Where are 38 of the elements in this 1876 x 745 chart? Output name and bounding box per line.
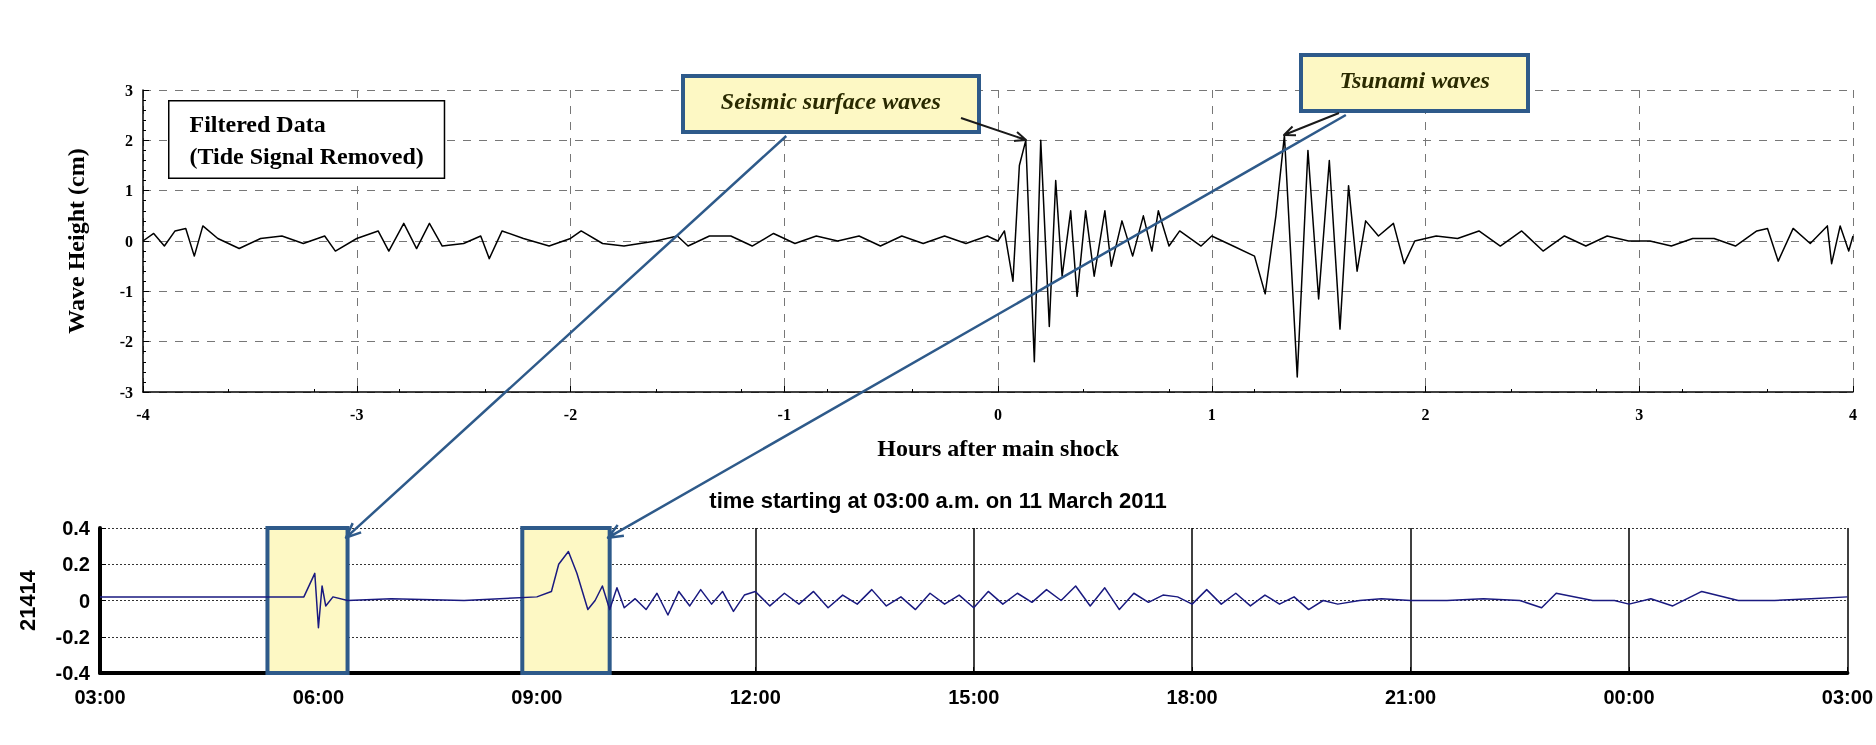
x-tick-label: 4 — [1849, 405, 1857, 423]
annotation: Tsunami waves — [1339, 67, 1490, 95]
annotation: Seismic surface waves — [720, 88, 941, 116]
x-tick-label: 12:00 — [729, 686, 781, 708]
y-tick-label: -2 — [119, 333, 133, 351]
x-tick-label: 1 — [1207, 405, 1216, 423]
y-tick-label: 2 — [125, 131, 133, 149]
y-tick-label: 0.4 — [62, 517, 91, 539]
x-tick-label: 3 — [1635, 405, 1644, 423]
y-tick-label: -1 — [119, 282, 133, 300]
y-tick-label: -0.4 — [55, 662, 91, 684]
line-series — [99, 550, 1849, 629]
x-tick-label: -2 — [563, 405, 578, 423]
x-tick-label: 06:00 — [292, 686, 345, 708]
x-tick-label: 21:00 — [1384, 686, 1437, 708]
x-tick-label: 2 — [1421, 405, 1430, 423]
y-tick-label: 1 — [125, 182, 133, 200]
y-tick-label: 0 — [78, 589, 90, 612]
chart-title: time starting at 03:00 a.m. on 11 March 2011 — [709, 487, 1167, 513]
x-tick-label: 18:00 — [1166, 686, 1218, 708]
y-axis-title: 21414 — [14, 569, 40, 632]
y-tick-label: -3 — [119, 383, 133, 401]
y-tick-label: 3 — [125, 81, 133, 99]
x-tick-label: 0 — [994, 405, 1002, 423]
y-tick-label: 0.2 — [62, 553, 90, 576]
x-tick-label: 03:00 — [1821, 686, 1873, 708]
x-tick-label: -3 — [350, 405, 364, 423]
x-tick-label: 03:00 — [74, 686, 126, 708]
y-tick-label: 0 — [125, 232, 133, 250]
x-tick-label: 09:00 — [511, 686, 563, 708]
y-axis-title: Wave Height (cm) — [63, 148, 89, 334]
x-tick-label: 15:00 — [948, 686, 1000, 708]
annotation: Filtered Data (Tide Signal Removed) — [189, 110, 424, 169]
x-tick-label: 00:00 — [1603, 686, 1655, 708]
x-axis-title: Hours after main shock — [877, 435, 1120, 461]
x-tick-label: -4 — [136, 405, 150, 423]
y-tick-label: -0.2 — [55, 625, 90, 648]
x-tick-label: -1 — [777, 405, 791, 423]
